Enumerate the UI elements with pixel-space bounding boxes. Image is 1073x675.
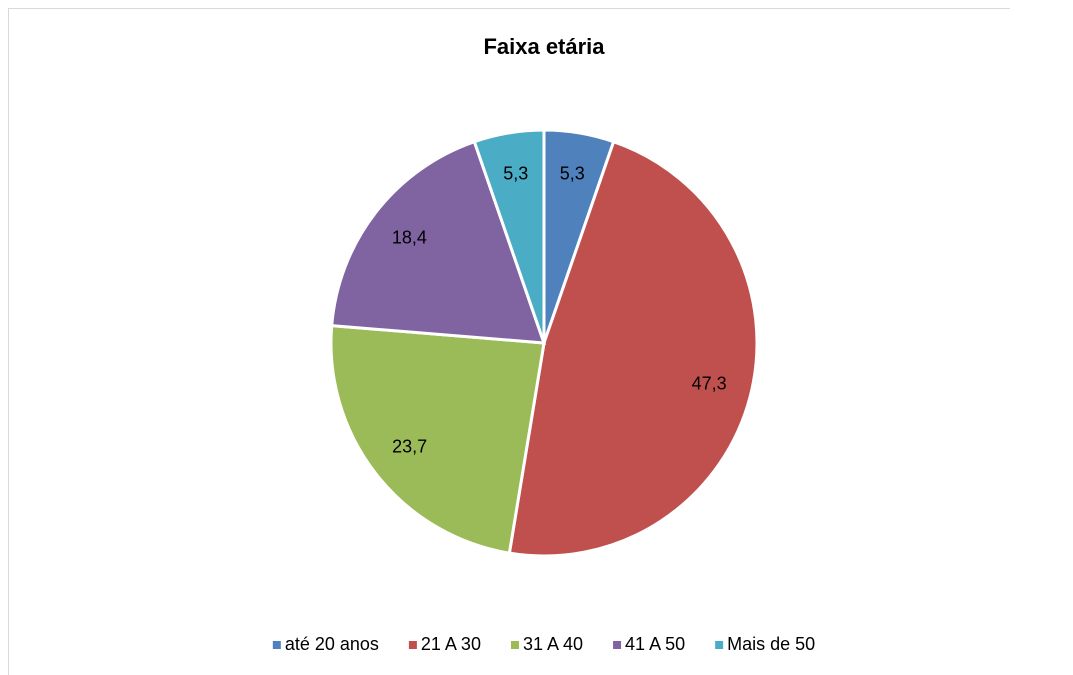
legend-label: Mais de 50 — [727, 634, 815, 654]
legend-swatch — [408, 641, 417, 649]
legend-label: 41 A 50 — [625, 634, 685, 654]
pie-slice — [472, 128, 546, 344]
data-label: 5,3 — [560, 164, 585, 184]
data-label: 23,7 — [392, 437, 427, 457]
legend-swatch — [510, 641, 519, 649]
legend-swatch — [272, 641, 281, 649]
data-label: 5,3 — [503, 164, 528, 184]
legend-swatch — [715, 641, 724, 649]
legend-label: até 20 anos — [285, 634, 379, 654]
pie-slice — [507, 139, 759, 558]
legend-label: 21 A 30 — [421, 634, 481, 654]
legend-swatch — [613, 641, 622, 649]
data-label: 18,4 — [392, 227, 427, 247]
legend-label: 31 A 40 — [523, 634, 583, 654]
chart-title: Faixa etária — [483, 34, 605, 59]
data-label: 47,3 — [692, 374, 727, 394]
pie-slice — [329, 324, 546, 555]
